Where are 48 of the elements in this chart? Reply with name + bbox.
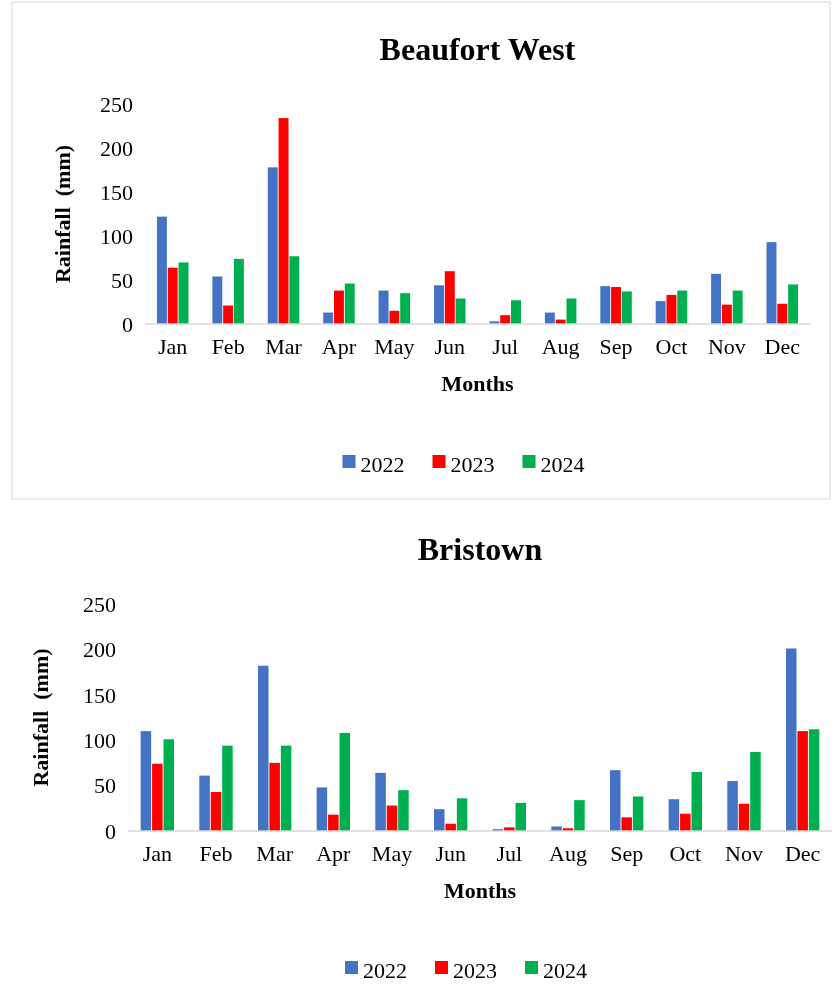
x-tick-label: Mar — [256, 841, 294, 866]
x-tick-label: Oct — [655, 334, 688, 359]
legend-label: 2024 — [540, 451, 585, 477]
x-tick-label: Aug — [541, 334, 580, 359]
x-tick-label: Sep — [610, 841, 644, 866]
x-tick-label: Nov — [725, 841, 763, 866]
y-tick-label: 250 — [83, 591, 116, 617]
y-tick-label: 200 — [83, 637, 116, 663]
y-tick-label: 100 — [83, 727, 116, 753]
x-tick-label: Jul — [496, 841, 523, 866]
x-tick-label: Jun — [434, 334, 466, 359]
x-tick-label: Feb — [199, 841, 233, 866]
x-tick-label: Jan — [142, 841, 172, 866]
x-tick-label: Dec — [764, 334, 801, 359]
x-tick-label: Oct — [669, 841, 702, 866]
y-axis-title: Rainfall (mm) — [28, 648, 53, 787]
y-tick-label: 150 — [100, 179, 133, 205]
chart-title: Bristown — [417, 531, 543, 567]
x-tick-label: Apr — [321, 334, 357, 359]
y-tick-label: 0 — [122, 311, 133, 337]
y-axis-title: Rainfall (mm) — [50, 144, 75, 284]
y-tick-label: 0 — [105, 818, 116, 844]
legend-label: 2023 — [450, 451, 495, 477]
y-tick-label: 100 — [100, 223, 133, 249]
x-tick-label: Jan — [158, 334, 188, 359]
x-tick-label: Apr — [316, 841, 352, 866]
x-tick-label: Nov — [707, 334, 746, 359]
legend-label: 2024 — [543, 957, 587, 983]
legend-label: 2022 — [360, 451, 405, 477]
y-tick-label: 50 — [94, 773, 116, 799]
y-tick-label: 250 — [100, 91, 133, 117]
x-axis-title: Months — [443, 878, 517, 903]
y-tick-label: 150 — [83, 682, 116, 708]
legend-label: 2022 — [363, 957, 407, 983]
x-tick-label: Feb — [211, 334, 245, 359]
chart-title: Beaufort West — [379, 31, 576, 67]
x-tick-label: Sep — [599, 334, 633, 359]
y-tick-label: 200 — [100, 135, 133, 161]
y-tick-label: 50 — [111, 267, 133, 293]
x-tick-label: Dec — [784, 841, 821, 866]
x-tick-label: Aug — [549, 841, 587, 866]
x-axis-title: Months — [441, 371, 514, 396]
x-tick-label: May — [374, 334, 415, 359]
x-tick-label: Mar — [265, 334, 303, 359]
x-tick-label: Jul — [492, 334, 519, 359]
x-tick-label: May — [371, 841, 413, 866]
legend-label: 2023 — [453, 957, 497, 983]
x-tick-label: Jun — [435, 841, 466, 866]
